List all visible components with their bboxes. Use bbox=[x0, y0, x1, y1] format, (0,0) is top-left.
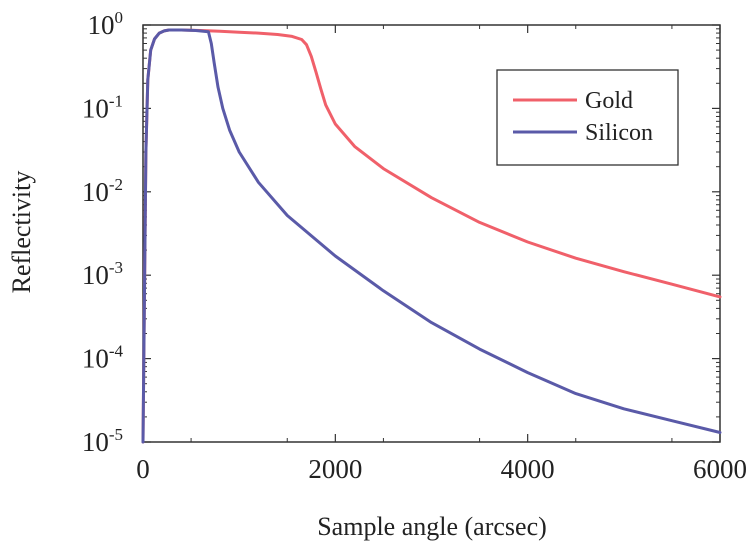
legend-label-silicon: Silicon bbox=[585, 120, 653, 146]
plot-frame bbox=[142, 24, 721, 443]
x-axis-label: Sample angle (arcsec) bbox=[317, 512, 547, 541]
y-tick-label: 100 bbox=[88, 8, 124, 40]
y-tick-label: 10-2 bbox=[82, 175, 123, 207]
y-tick-label: 10-4 bbox=[82, 342, 124, 374]
y-tick-label: 10-5 bbox=[82, 425, 123, 457]
y-tick-label: 10-3 bbox=[82, 258, 123, 290]
x-tick-label: 0 bbox=[136, 454, 150, 484]
legend-label-gold: Gold bbox=[585, 88, 633, 114]
x-tick-label: 6000 bbox=[693, 454, 747, 484]
y-tick-label: 10-1 bbox=[82, 91, 123, 123]
series-line-silicon bbox=[141, 28, 722, 444]
y-axis-label: Reflectivity bbox=[7, 171, 36, 294]
x-tick-label: 2000 bbox=[308, 454, 362, 484]
x-tick-label: 4000 bbox=[501, 454, 555, 484]
legend-box bbox=[496, 69, 679, 166]
